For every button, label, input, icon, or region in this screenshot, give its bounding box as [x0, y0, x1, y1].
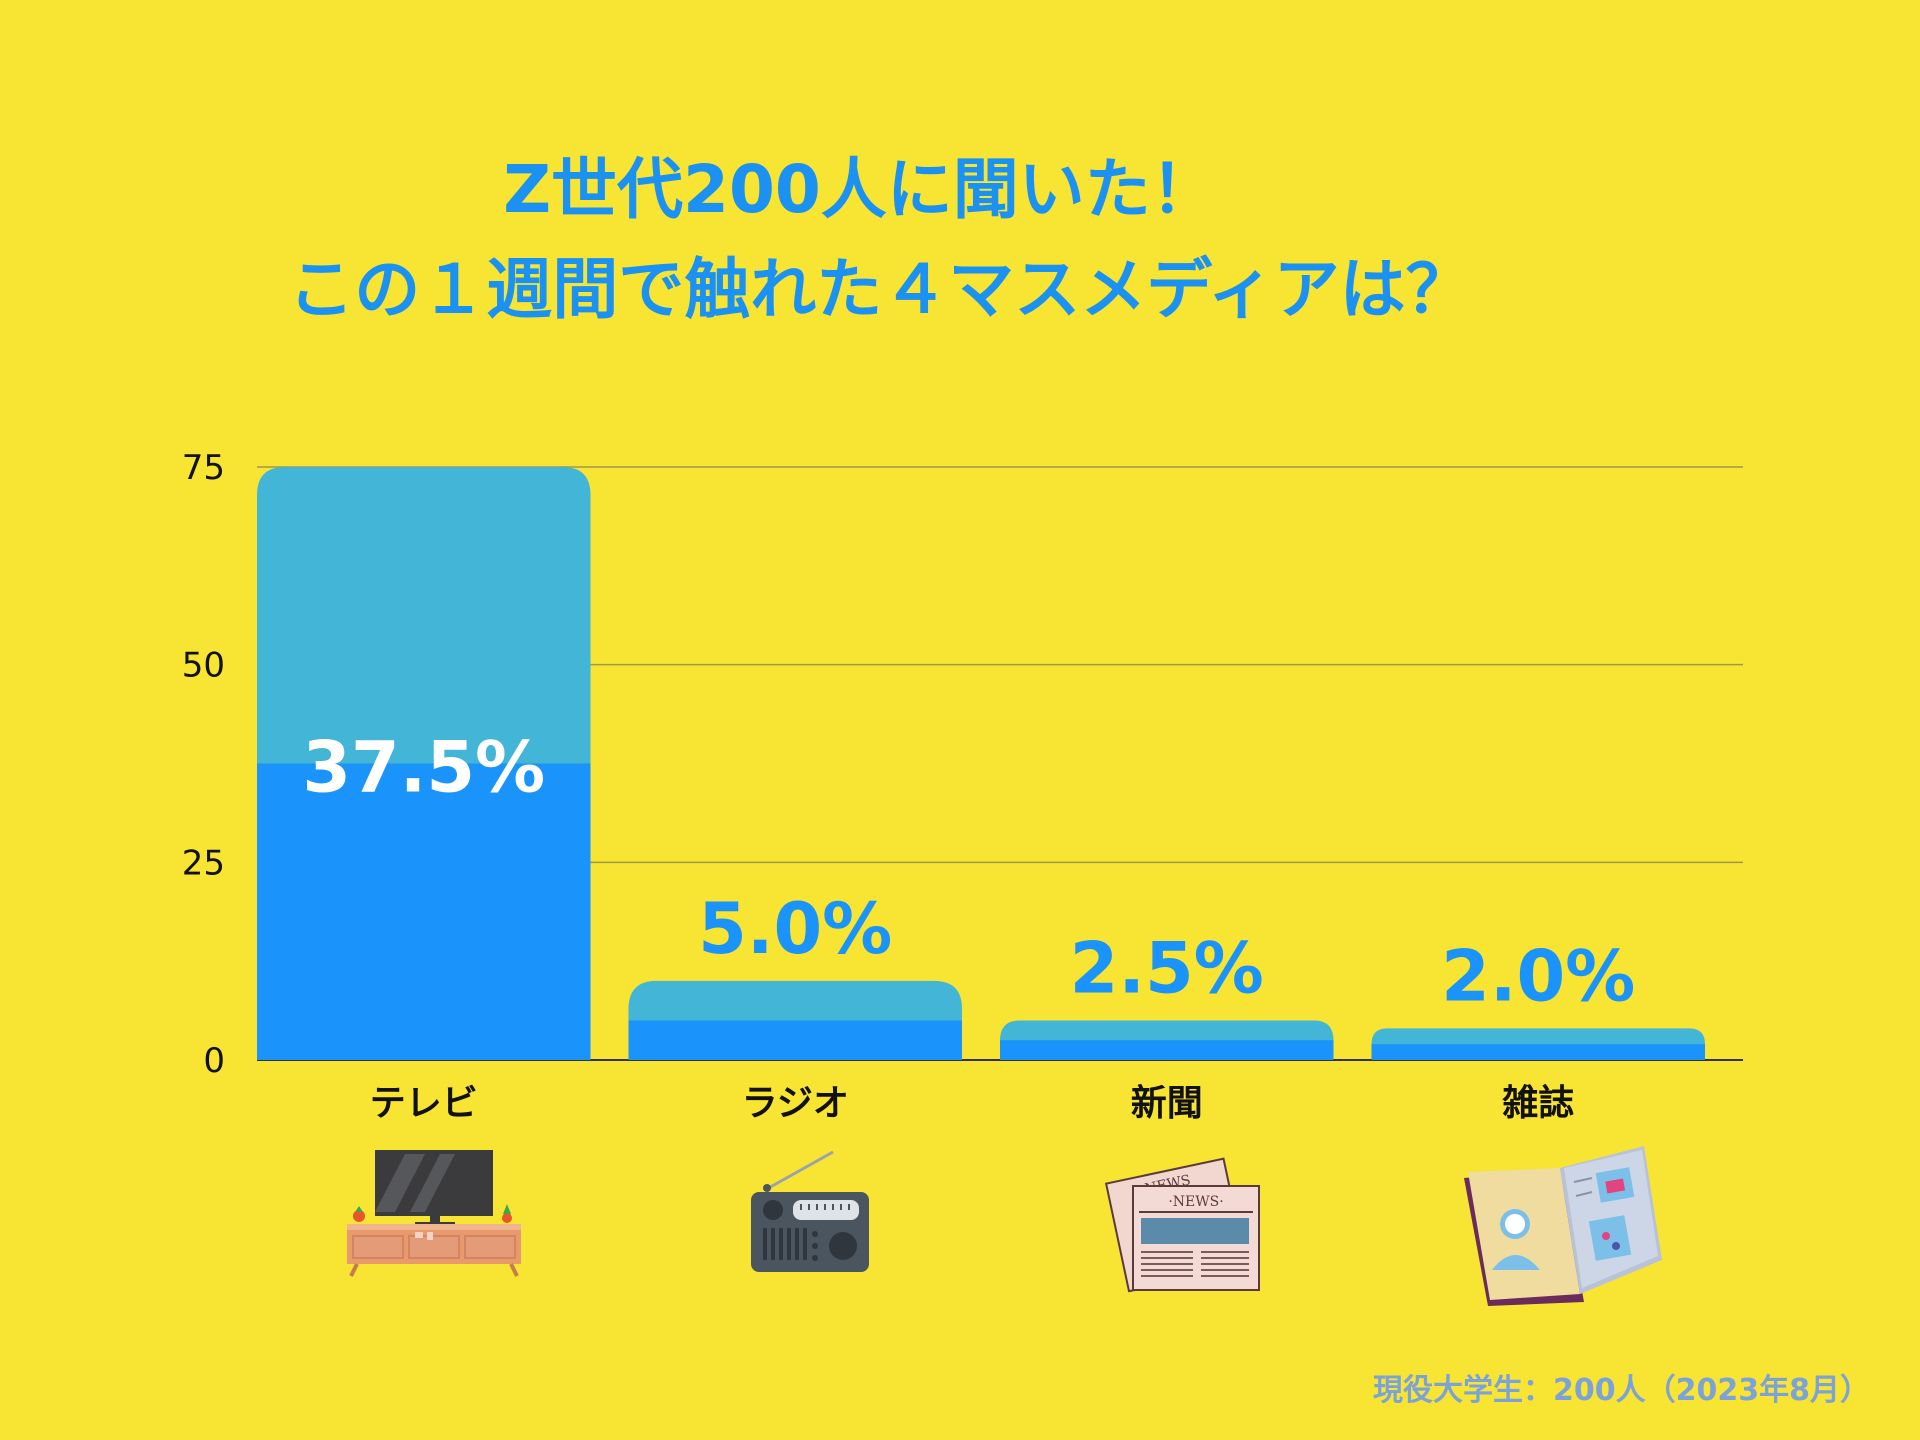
value-label: 2.5%: [1070, 927, 1264, 1009]
y-tick-label: 25: [182, 843, 225, 883]
title-line-2: この１週間で触れた４マスメディアは？: [288, 251, 1472, 328]
category-label: テレビ: [370, 1083, 478, 1124]
y-tick-label: 0: [203, 1041, 225, 1081]
radio-icon: [745, 1148, 875, 1282]
value-label: 37.5%: [302, 727, 545, 809]
y-tick-label: 50: [182, 646, 225, 686]
bar-value: [1000, 1040, 1334, 1060]
magazine-icon: [1460, 1142, 1665, 1311]
value-label: 5.0%: [698, 888, 892, 970]
value-label: 2.0%: [1441, 935, 1635, 1017]
svg-text:·NEWS·: ·NEWS·: [1168, 1194, 1223, 1210]
category-label: 新聞: [1131, 1083, 1203, 1124]
footnote: 現役大学生：200人（2023年8月）: [1373, 1373, 1870, 1408]
bar-value: [628, 1020, 962, 1060]
category-label: 雑誌: [1501, 1082, 1574, 1124]
title-line-1: Z世代200人に聞いた！: [503, 151, 1217, 228]
y-tick-label: 75: [182, 448, 225, 488]
tv-icon: [345, 1148, 525, 1282]
bar-value: [1371, 1044, 1705, 1060]
newspaper-icon: NEWS ·NEWS·: [1104, 1148, 1265, 1297]
chart-title: Z世代200人に聞いた！ この１週間で触れた４マスメディアは？: [0, 140, 1920, 340]
category-label: ラジオ: [742, 1083, 849, 1124]
bar-value: [257, 763, 591, 1060]
